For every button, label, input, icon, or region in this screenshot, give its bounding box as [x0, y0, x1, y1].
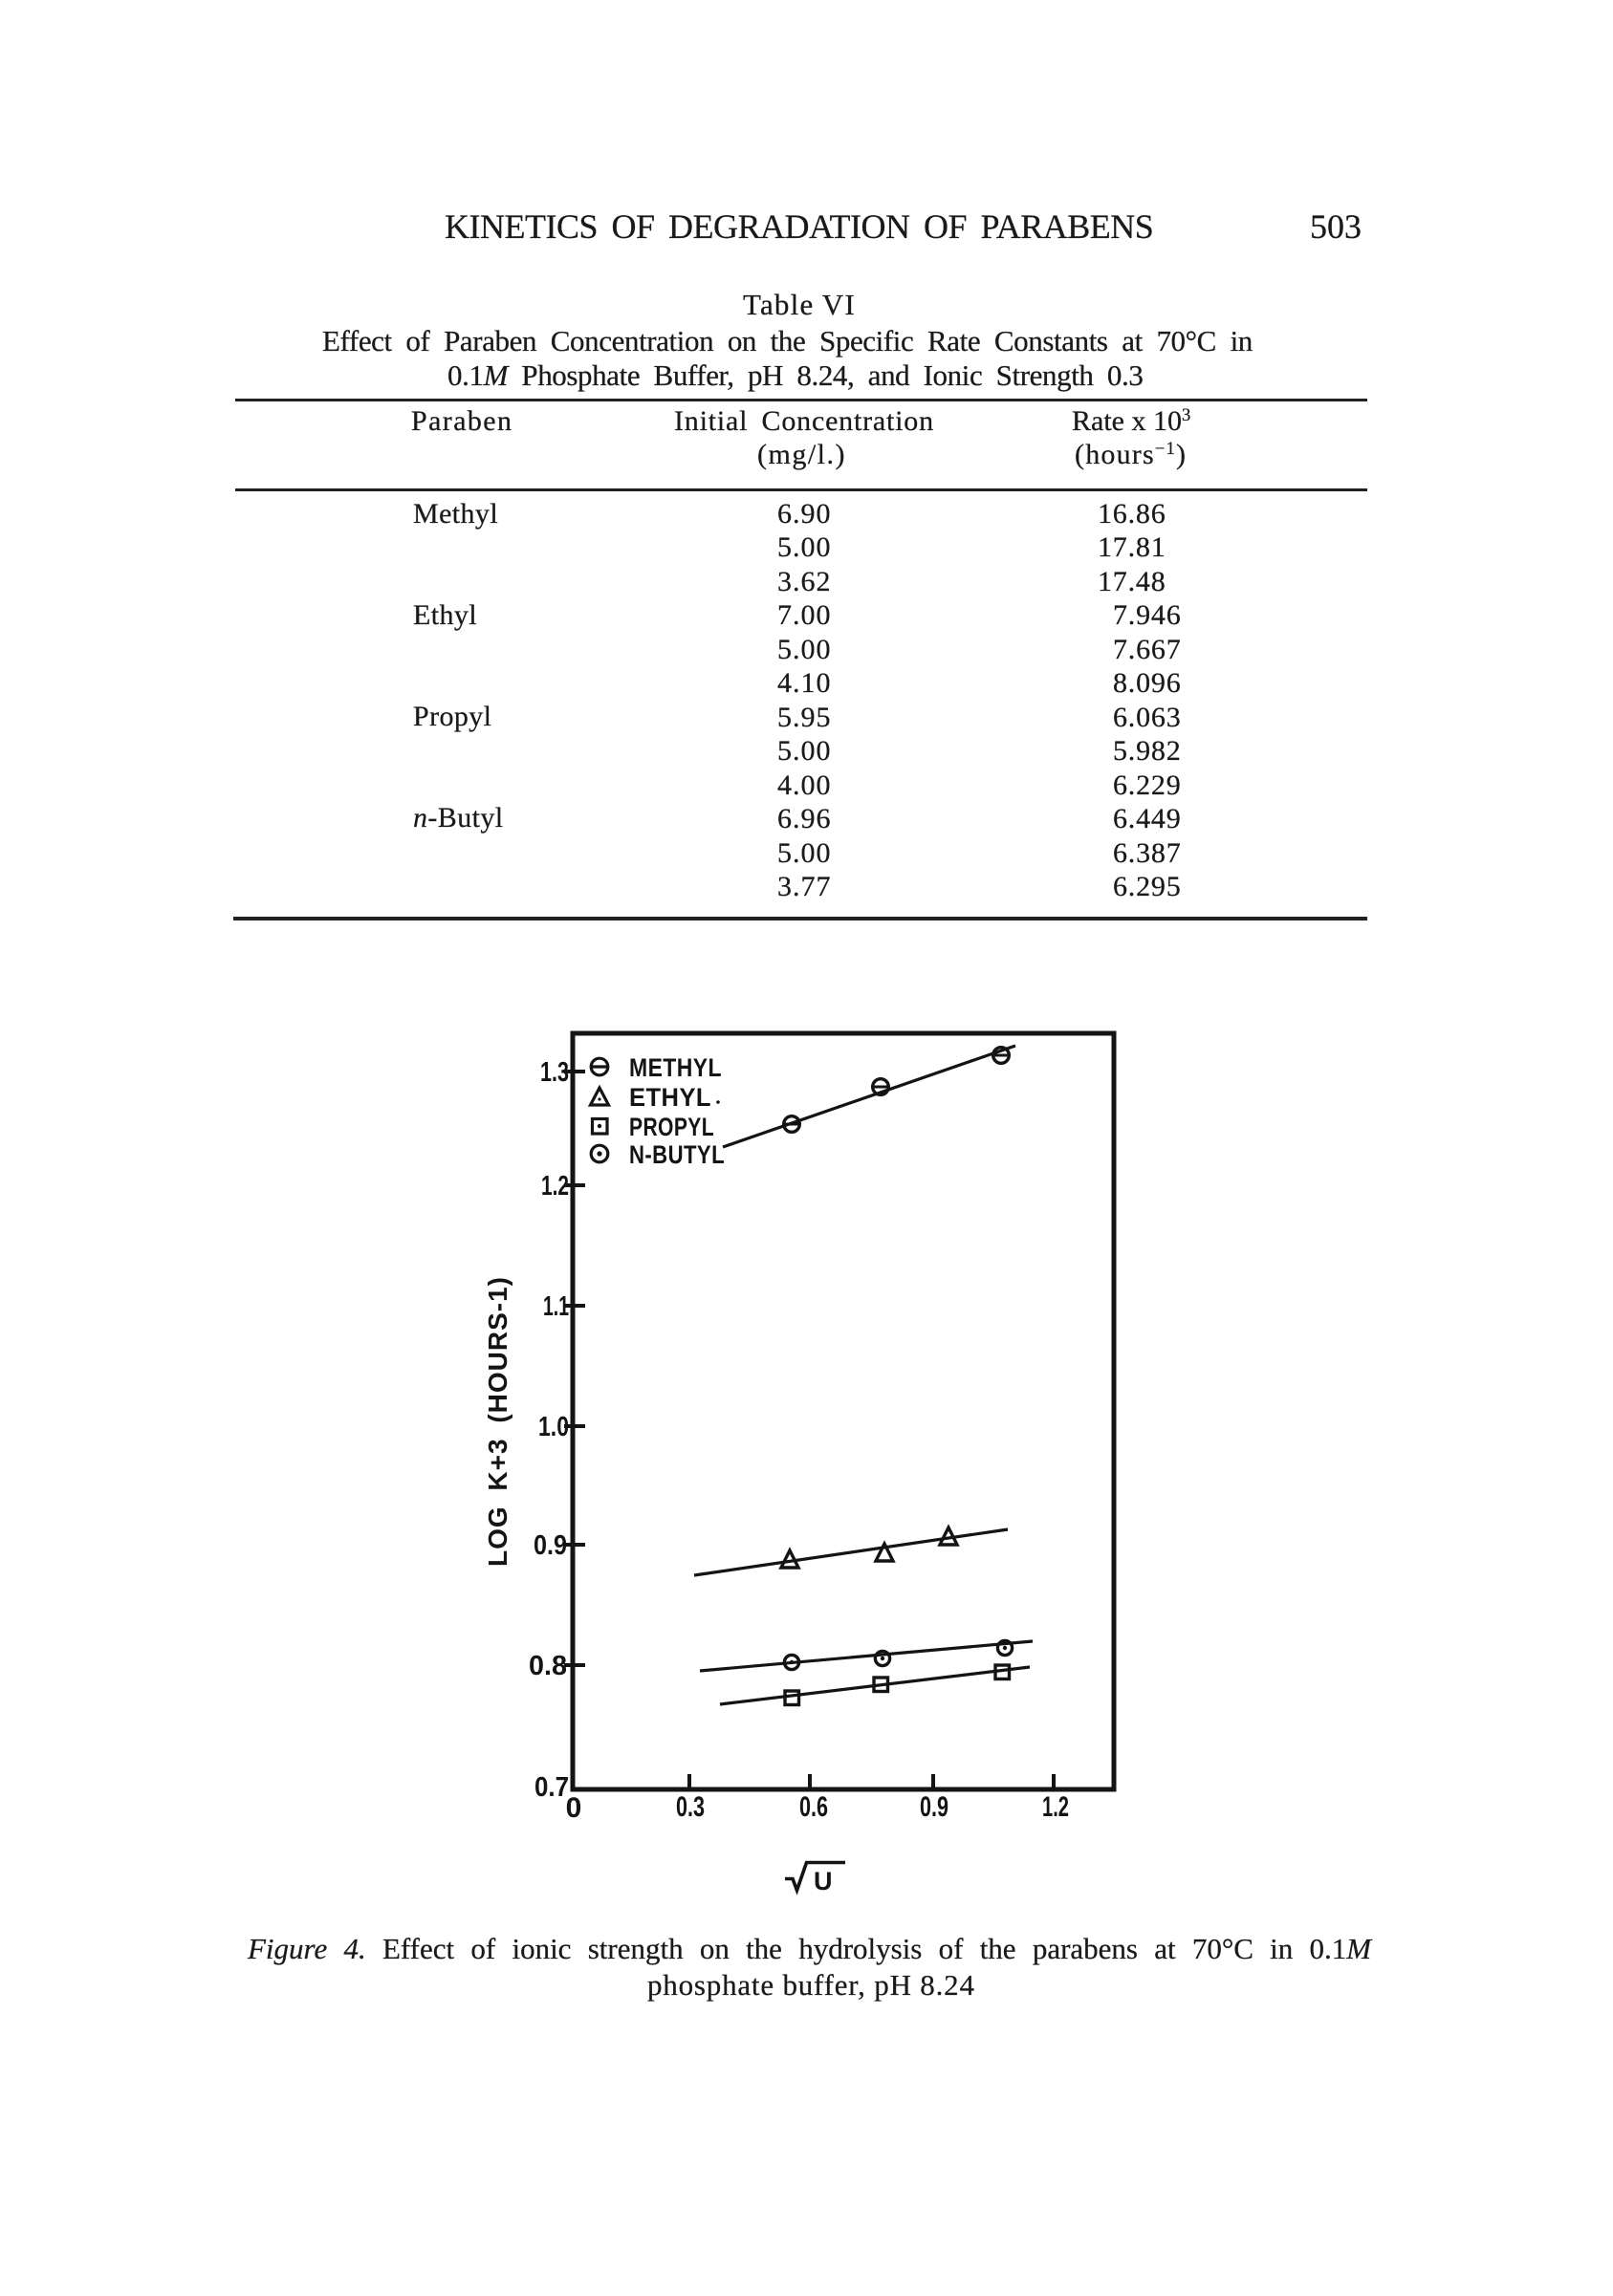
- svg-text:LOG K+3 (HOURS-1): LOG K+3 (HOURS-1): [483, 1276, 512, 1567]
- svg-text:0.6: 0.6: [799, 1791, 828, 1823]
- svg-text:1.0: 1.0: [538, 1412, 569, 1442]
- svg-text:1.2: 1.2: [1042, 1791, 1069, 1823]
- svg-text:0.8: 0.8: [529, 1651, 567, 1681]
- svg-text:0.3: 0.3: [676, 1791, 705, 1823]
- svg-text:U: U: [814, 1867, 833, 1895]
- svg-text:1.2: 1.2: [541, 1171, 569, 1202]
- svg-text:ETHYL: ETHYL: [629, 1083, 711, 1112]
- svg-text:0: 0: [566, 1792, 582, 1824]
- svg-text:PROPYL: PROPYL: [629, 1113, 714, 1141]
- svg-text:0.9: 0.9: [534, 1530, 567, 1561]
- svg-text:1.3: 1.3: [540, 1057, 569, 1088]
- svg-text:N-BUTYL: N-BUTYL: [629, 1140, 725, 1169]
- svg-text:0.9: 0.9: [920, 1791, 948, 1823]
- svg-text:METHYL: METHYL: [629, 1053, 722, 1082]
- svg-text:0.7: 0.7: [534, 1772, 569, 1803]
- svg-text:1.1: 1.1: [543, 1291, 569, 1322]
